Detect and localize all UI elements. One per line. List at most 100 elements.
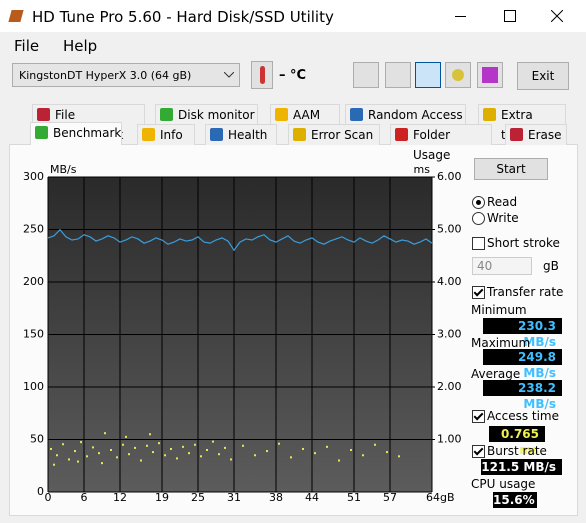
tab-label: AAM [293, 108, 321, 122]
thermometer-icon [260, 66, 265, 84]
short-stroke-checkbox[interactable] [472, 237, 485, 250]
access-time-point [128, 453, 130, 456]
x-tick-label: 51 [347, 491, 361, 504]
x-tick-label: 57 [383, 491, 397, 504]
y2-tick-label: 1.00 [437, 433, 462, 446]
y2-tick-label: 2.00 [437, 380, 462, 393]
save-button[interactable] [477, 62, 503, 88]
tab-label: Random Access [368, 108, 463, 122]
x-tick-label: 25 [191, 491, 205, 504]
access-time-checkbox[interactable] [472, 410, 485, 423]
options-button[interactable] [445, 62, 471, 88]
y-tick-label: 200 [23, 275, 44, 288]
tab[interactable]: Error Scan [288, 124, 380, 145]
transfer-rate-line [47, 228, 433, 252]
menu-help[interactable]: Help [63, 37, 98, 55]
write-radio[interactable] [472, 212, 485, 225]
y-tick-label: 250 [23, 223, 44, 236]
access-time-point [350, 449, 352, 451]
write-label: Write [487, 211, 519, 225]
menu-file[interactable]: File [14, 37, 40, 55]
access-time-point [68, 458, 70, 461]
minimum-value: 230.3 MB/s [483, 318, 562, 349]
tab-icon [275, 108, 288, 121]
maximum-value: 249.8 MB/s [483, 349, 562, 380]
copy-button[interactable] [353, 62, 379, 88]
tab[interactable]: Extra tests [478, 104, 566, 142]
access-time-point [152, 451, 154, 454]
access-time-point [86, 455, 88, 458]
access-time-point [134, 446, 136, 449]
cpu-usage-value: 15.6% [493, 492, 537, 508]
access-time-point [149, 433, 151, 436]
x-tick-label: 12 [113, 491, 127, 504]
title-bar [0, 0, 586, 32]
short-stroke-label: Short stroke [487, 236, 560, 250]
access-time-point [140, 459, 142, 462]
cpu-usage-label: CPU usage [471, 477, 536, 491]
access-time-point [101, 462, 103, 465]
temperature-button[interactable] [251, 61, 273, 89]
y2-tick-label: 4.00 [437, 275, 462, 288]
drive-select[interactable]: KingstonDT HyperX 3.0 (64 gB) [12, 63, 240, 87]
read-radio[interactable] [472, 196, 485, 209]
tab[interactable]: Disk monitor [155, 104, 258, 125]
exit-button[interactable]: Exit [517, 62, 569, 90]
tab[interactable]: Random Access [345, 104, 466, 125]
tab[interactable]: Health [205, 124, 277, 145]
access-time-point [302, 447, 304, 450]
access-time-point [362, 454, 364, 457]
tab-icon [37, 108, 50, 121]
x-tick-label: 6 [81, 491, 88, 504]
save-icon [482, 67, 498, 83]
access-time-point [278, 442, 280, 445]
x-tick-label: 19 [155, 491, 169, 504]
tab[interactable]: Folder Usage [390, 124, 492, 162]
tab[interactable]: Info [137, 124, 195, 145]
stroke-size-input[interactable]: 40 [472, 257, 532, 275]
burst-rate-value: 121.5 MB/s [481, 459, 562, 475]
tab[interactable]: Erase [505, 124, 567, 145]
access-time-point [62, 443, 64, 446]
tab-label: Health [228, 128, 268, 142]
access-time-label: Access time [487, 409, 560, 423]
tab-label: Erase [528, 128, 562, 142]
access-time-point [176, 457, 178, 460]
y-tick-label: 0 [37, 485, 44, 498]
access-time-point [146, 444, 148, 447]
copy-all-button[interactable] [385, 62, 411, 88]
access-time-point [50, 447, 52, 450]
tab-icon [483, 108, 496, 121]
burst-rate-checkbox[interactable] [472, 445, 485, 458]
access-time-point [398, 455, 400, 458]
transfer-rate-checkbox[interactable] [472, 286, 485, 299]
access-time-point [158, 442, 160, 445]
window-title: HD Tune Pro 5.60 - Hard Disk/SSD Utility [32, 8, 334, 26]
transfer-rate-label: Transfer rate [487, 285, 564, 299]
stroke-unit: gB [543, 259, 559, 273]
x-tick-label: 44 [305, 491, 319, 504]
y2-axis-label: ms [414, 163, 431, 176]
x-tick-label: 0 [45, 491, 52, 504]
access-time-point [386, 451, 388, 454]
access-time-point [374, 443, 376, 446]
minimize-button[interactable] [455, 16, 466, 17]
access-time-point [290, 456, 292, 459]
screenshot-button[interactable] [415, 62, 441, 88]
maximize-button[interactable] [504, 10, 516, 22]
tab[interactable]: AAM [270, 104, 340, 125]
temperature: – °C [279, 68, 307, 83]
tab-label: Disk monitor [178, 108, 255, 122]
tab-icon [395, 128, 408, 141]
access-time-point [326, 445, 328, 448]
access-time-point [188, 452, 190, 455]
access-time-point [200, 455, 202, 458]
access-time-point [170, 447, 172, 450]
close-button[interactable] [551, 10, 563, 22]
x-tick-label: 64gB [426, 491, 455, 504]
access-time-point [77, 460, 79, 463]
start-button[interactable]: Start [474, 158, 548, 180]
access-time-point [74, 450, 76, 453]
tab[interactable]: Benchmark [30, 122, 122, 145]
